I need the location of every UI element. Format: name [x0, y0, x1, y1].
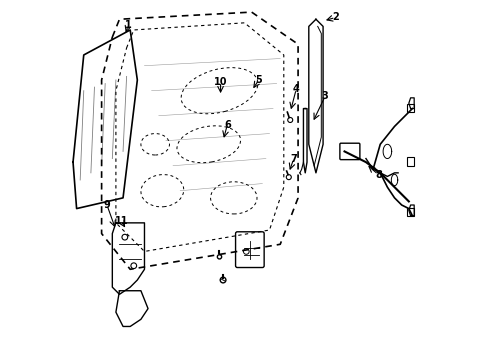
Text: 7: 7: [290, 154, 297, 163]
Text: 2: 2: [331, 13, 338, 22]
Text: 11: 11: [114, 216, 128, 226]
Text: 1: 1: [125, 19, 131, 30]
Text: 9: 9: [103, 200, 110, 210]
Text: 5: 5: [255, 75, 262, 85]
Text: 6: 6: [224, 120, 230, 130]
Text: 8: 8: [374, 170, 381, 180]
Text: 10: 10: [213, 77, 227, 87]
Text: 3: 3: [321, 91, 328, 101]
Text: 4: 4: [292, 84, 299, 94]
